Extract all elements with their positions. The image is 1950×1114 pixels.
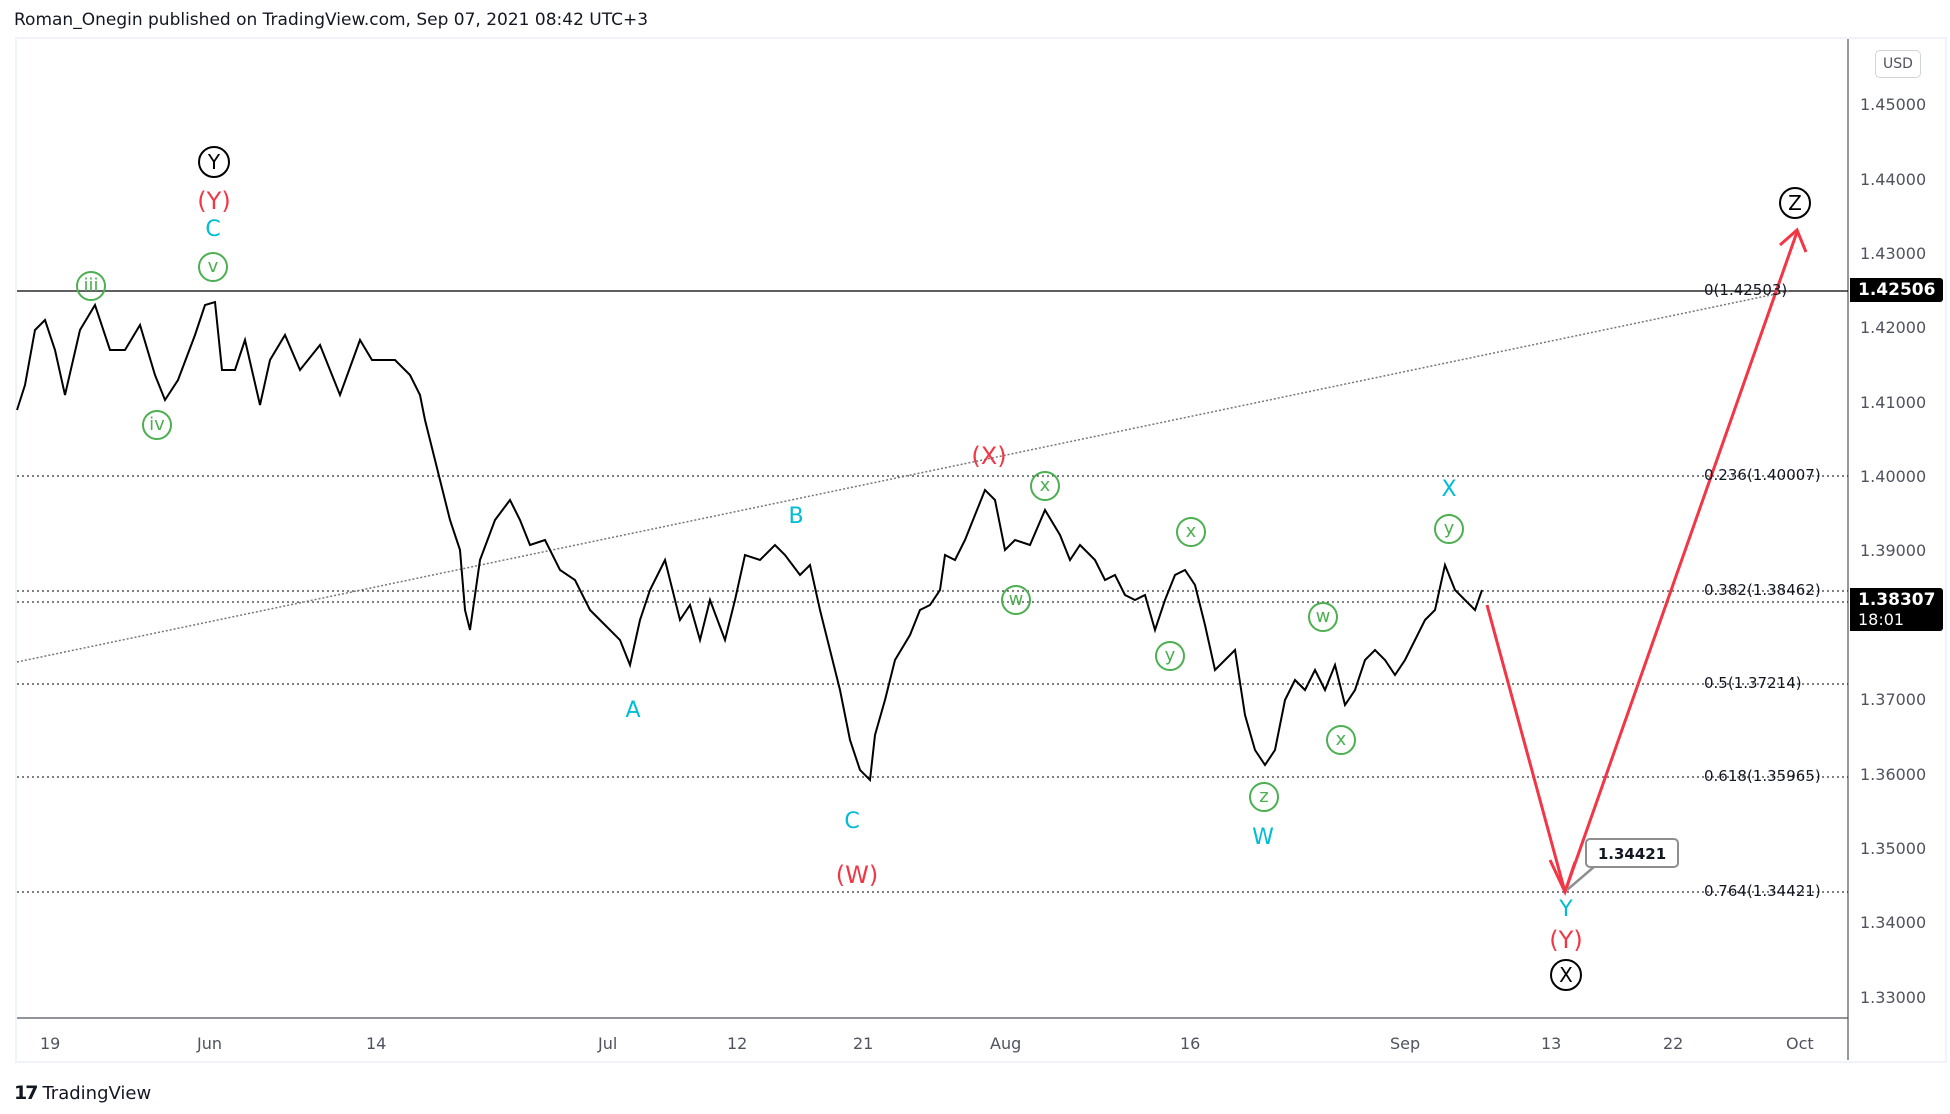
time-tick: 13 [1541,1034,1562,1053]
price-series [16,300,1483,783]
wave-label-w1[interactable]: w [1001,585,1031,615]
time-tick: 21 [853,1034,874,1053]
price-tick: 1.44000 [1860,170,1927,189]
wave-label-iv[interactable]: iv [142,410,172,440]
wave-label-circled-Z[interactable]: Z [1779,187,1811,219]
projection-arrow-down [1485,604,1567,893]
time-tick: 12 [727,1034,748,1053]
fib-label-0618: 0.618(1.35965) [1704,767,1821,785]
level-price-value: 1.42506 [1858,280,1936,300]
wave-label-v[interactable]: v [198,252,228,282]
fib-label-0382: 0.382(1.38462) [1704,581,1821,599]
wave-label-y1[interactable]: y [1155,641,1185,671]
price-tick: 1.43000 [1860,244,1927,263]
time-tick: Oct [1786,1034,1814,1053]
wave-label-red-Y-bottom[interactable]: (Y) [1549,926,1583,954]
price-tick: 1.42000 [1860,318,1927,337]
wave-label-W[interactable]: W [1252,825,1274,850]
tradingview-logo-text: TradingView [42,1082,152,1104]
chart-panel[interactable] [15,37,1947,1063]
wave-label-iii[interactable]: iii [76,271,106,301]
fib-label-0236: 0.236(1.40007) [1704,466,1821,484]
wave-label-x3[interactable]: x [1326,725,1356,755]
tradingview-logo[interactable]: 17 TradingView [14,1082,151,1104]
time-tick: Jul [598,1034,618,1053]
price-tick: 1.36000 [1860,765,1927,784]
wave-label-x2[interactable]: x [1176,517,1206,547]
time-tick: Jun [197,1034,222,1053]
target-callout[interactable]: 1.34421 [1585,838,1679,868]
wave-label-w2[interactable]: w [1308,602,1338,632]
wave-label-red-Y[interactable]: (Y) [197,187,231,215]
time-tick: 14 [366,1034,387,1053]
wave-label-A[interactable]: A [625,698,641,723]
price-tick: 1.34000 [1860,913,1927,932]
price-tick: 1.37000 [1860,690,1927,709]
price-tick: 1.40000 [1860,467,1927,486]
bar-countdown: 18:01 [1858,610,1905,629]
tradingview-logo-icon: 17 [14,1082,38,1104]
wave-label-C-top[interactable]: C [205,217,221,242]
time-tick: Aug [990,1034,1022,1053]
wave-label-C-low[interactable]: C [844,809,860,834]
trendline [16,290,1791,663]
wave-label-z[interactable]: z [1249,782,1279,812]
publisher-header: Roman_Onegin published on TradingView.co… [14,10,649,30]
wave-label-circled-X[interactable]: X [1550,959,1582,991]
arrow-head-up [1779,227,1808,253]
wave-label-red-W[interactable]: (W) [835,861,879,889]
price-tick: 1.33000 [1860,988,1927,1007]
level-price-tag: 1.42506 [1850,278,1944,302]
wave-label-y2[interactable]: y [1434,514,1464,544]
projection-arrow-up [1563,231,1799,893]
wave-label-x1[interactable]: x [1030,471,1060,501]
price-tick: 1.35000 [1860,839,1927,858]
wave-label-B[interactable]: B [788,504,804,529]
fib-label-0764: 0.764(1.34421) [1704,882,1821,900]
time-tick: 16 [1180,1034,1201,1053]
price-tick: 1.45000 [1860,95,1927,114]
wave-label-X[interactable]: X [1441,477,1457,502]
wave-label-circled-Y[interactable]: Y [198,146,230,178]
fib-label-0: 0(1.42503) [1704,281,1788,299]
wave-label-Y[interactable]: Y [1559,897,1573,922]
price-tick: 1.39000 [1860,541,1927,560]
currency-badge[interactable]: USD [1875,50,1921,78]
time-tick: Sep [1390,1034,1421,1053]
time-tick: 22 [1663,1034,1684,1053]
wave-label-red-X[interactable]: (X) [971,442,1007,470]
last-price-tag: 1.38307 18:01 [1850,588,1944,631]
price-tick: 1.41000 [1860,393,1927,412]
last-price-value: 1.38307 [1858,590,1936,610]
time-tick: 19 [40,1034,61,1053]
fib-label-05: 0.5(1.37214) [1704,674,1802,692]
